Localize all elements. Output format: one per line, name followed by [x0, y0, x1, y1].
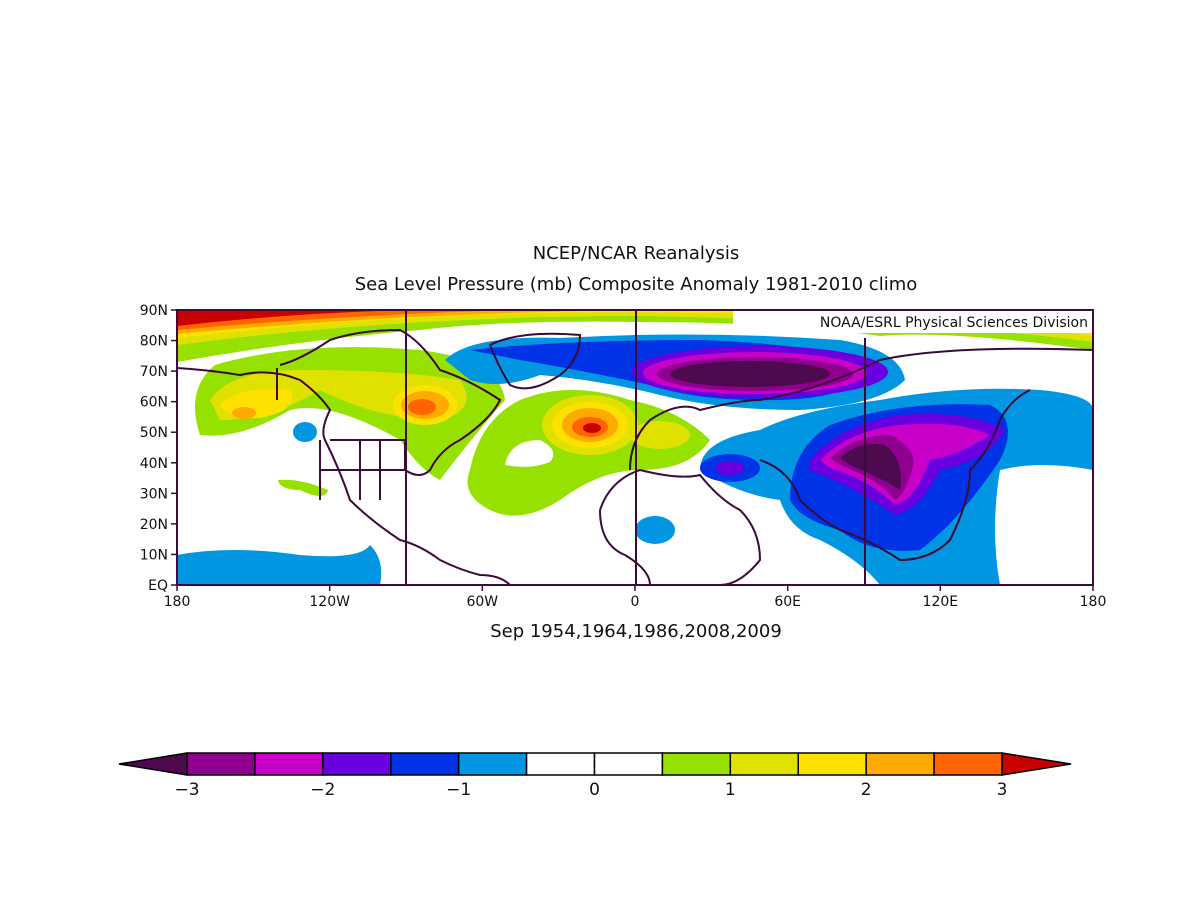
- credit-label: NOAA/ESRL Physical Sciences Division: [820, 315, 1088, 331]
- lat-label: 90N: [140, 303, 168, 319]
- colorbar-swatch: [661, 752, 732, 776]
- colorbar-swatch: [457, 752, 528, 776]
- colorbar-swatch: [390, 752, 460, 776]
- colorbar-over-arrow: [1001, 752, 1072, 776]
- colorbar-label: 3: [997, 780, 1008, 800]
- lat-label: EQ: [148, 578, 168, 594]
- atlantic-high: [467, 390, 710, 516]
- credit-box: [733, 311, 1092, 333]
- lat-label: 30N: [140, 486, 168, 502]
- lon-label: 0: [631, 594, 640, 610]
- lat-label: 60N: [140, 395, 168, 411]
- colorbar-label: −1: [446, 780, 471, 800]
- colorbar-swatch: [593, 752, 664, 776]
- lat-label: 70N: [140, 364, 168, 380]
- lon-label: 120E: [923, 594, 959, 610]
- lon-label: 60W: [466, 594, 498, 610]
- anomaly-field: NOAA/ESRL Physical Sciences Division: [177, 310, 1093, 585]
- colorbar-swatch: [729, 752, 799, 776]
- colorbar-label: 2: [861, 780, 872, 800]
- lat-label: 20N: [140, 517, 168, 533]
- asia-low: [700, 388, 1093, 585]
- colorbar-swatch: [865, 752, 935, 776]
- lat-label: 10N: [140, 547, 168, 563]
- lat-label: 80N: [140, 334, 168, 350]
- lon-label: 180: [164, 594, 191, 610]
- colorbar-swatch: [797, 752, 867, 776]
- colorbar-under-arrow: [118, 752, 188, 776]
- lon-label: 180: [1080, 594, 1107, 610]
- north-america-high: [195, 347, 505, 496]
- colorbar-swatch: [186, 752, 256, 776]
- lat-label: 40N: [140, 456, 168, 472]
- plot-title: NCEP/NCAR Reanalysis: [533, 243, 740, 264]
- colorbar-label: 0: [589, 780, 600, 800]
- colorbar-swatch: [322, 752, 392, 776]
- colorbar-swatch: [933, 752, 1003, 776]
- lat-axis: 90N 80N 70N 60N 50N 40N 30N 20N 10N EQ: [140, 303, 177, 594]
- colorbar-label: 1: [725, 780, 736, 800]
- tropical-lows: [177, 422, 675, 585]
- plot-subtitle: Sea Level Pressure (mb) Composite Anomal…: [355, 274, 918, 295]
- caption: Sep 1954,1964,1986,2008,2009: [490, 621, 782, 642]
- colorbar-label: −3: [174, 780, 199, 800]
- eurasia-arctic-low: [445, 334, 905, 410]
- colorbar-label: −2: [310, 780, 335, 800]
- lon-axis: 180 120W 60W 0 60E 120E 180: [164, 585, 1107, 610]
- colorbar: −3 −2 −1 0 1 2 3: [118, 752, 1072, 800]
- colorbar-swatch: [254, 752, 324, 776]
- meridian-lines: [405, 310, 866, 585]
- lon-label: 120W: [309, 594, 350, 610]
- colorbar-swatch: [525, 752, 596, 776]
- lat-label: 50N: [140, 425, 168, 441]
- lon-label: 60E: [774, 594, 801, 610]
